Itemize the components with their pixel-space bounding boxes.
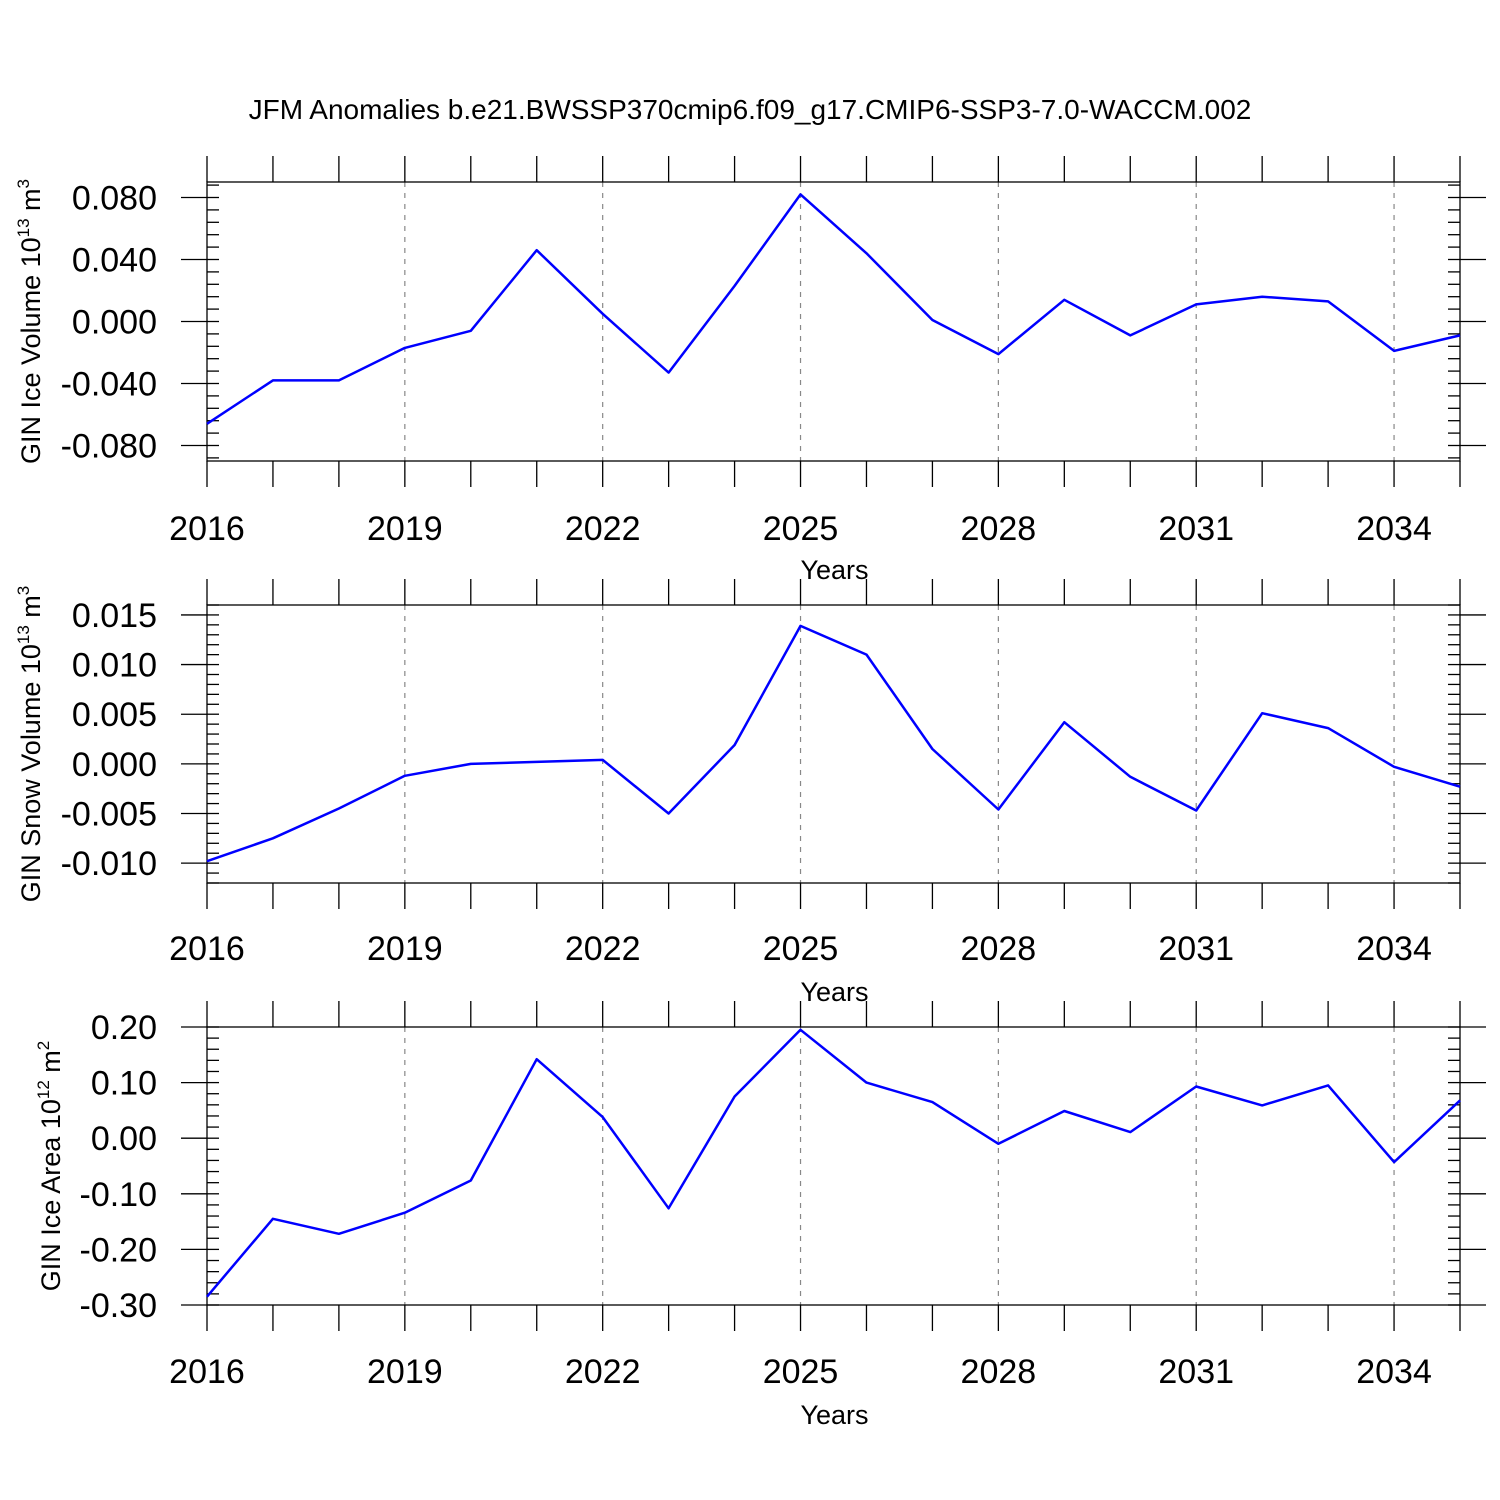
- y-tick-label: 0.005: [72, 696, 157, 734]
- x-tick-label: 2019: [367, 1353, 443, 1391]
- x-tick-label: 2028: [961, 1353, 1037, 1391]
- y-tick-label: 0.000: [72, 746, 157, 784]
- plot-frame: [206, 1026, 1461, 1306]
- x-tick-label: 2019: [367, 930, 443, 968]
- y-tick-label: 0.010: [72, 647, 157, 685]
- x-tick-label: 2034: [1356, 930, 1432, 968]
- y-tick-label: -0.30: [80, 1287, 158, 1325]
- y-tick-label: -0.10: [80, 1176, 158, 1214]
- x-tick-label: 2025: [763, 1353, 839, 1391]
- x-tick-label: 2034: [1356, 510, 1432, 548]
- y-tick-label: 0.20: [91, 1009, 157, 1047]
- x-tick-label: 2028: [961, 930, 1037, 968]
- series-line: [206, 1028, 1461, 1298]
- y-tick-label: -0.010: [61, 845, 157, 883]
- x-tick-label: 2034: [1356, 1353, 1432, 1391]
- panel-1: 2016 2019 2022 2025 2028 2031 2034 Years -0.080 -…: [14, 156, 1486, 585]
- y-axis-label: GIN Snow Volume 1013 m3: [14, 586, 46, 903]
- y-tick-label: 0.015: [72, 597, 157, 635]
- x-tick-label: 2016: [169, 1353, 245, 1391]
- y-axis-label: GIN Ice Area 1012 m2: [34, 1041, 66, 1292]
- y-tick-label: -0.080: [61, 428, 157, 466]
- y-tick-label: 0.080: [72, 180, 157, 218]
- x-tick-label: 2025: [763, 930, 839, 968]
- y-tick-label: -0.005: [61, 796, 157, 834]
- x-axis-label: Years: [800, 1400, 868, 1430]
- x-tick-label: 2019: [367, 510, 443, 548]
- x-tick-label: 2031: [1158, 930, 1234, 968]
- x-tick-label: 2022: [565, 1353, 641, 1391]
- y-tick-label: -0.20: [80, 1231, 158, 1269]
- plot-frame: [206, 604, 1461, 884]
- x-tick-label: 2022: [565, 930, 641, 968]
- series-line: [206, 624, 1461, 863]
- x-axis-label: Years: [800, 555, 868, 585]
- x-axis-label: Years: [800, 977, 868, 1007]
- y-tick-label: -0.040: [61, 366, 157, 404]
- series-line: [206, 193, 1461, 425]
- panel-3: 2016 2019 2022 2025 2028 2031 2034 Years -0.30 -0…: [34, 1001, 1486, 1430]
- x-tick-label: 2031: [1158, 510, 1234, 548]
- y-tick-label: 0.00: [91, 1120, 157, 1158]
- y-tick-label: 0.000: [72, 304, 157, 342]
- y-tick-label: 0.040: [72, 242, 157, 280]
- x-tick-label: 2025: [763, 510, 839, 548]
- x-tick-label: 2022: [565, 510, 641, 548]
- x-tick-label: 2016: [169, 510, 245, 548]
- panel-2: 2016 2019 2022 2025 2028 2031 2034 Years -0.010 -…: [14, 579, 1486, 1007]
- figure-title: JFM Anomalies b.e21.BWSSP370cmip6.f09_g1…: [249, 94, 1252, 125]
- y-axis-label: GIN Ice Volume 1013 m3: [14, 179, 46, 464]
- x-tick-label: 2031: [1158, 1353, 1234, 1391]
- x-tick-label: 2016: [169, 930, 245, 968]
- y-tick-label: 0.10: [91, 1065, 157, 1103]
- x-tick-label: 2028: [961, 510, 1037, 548]
